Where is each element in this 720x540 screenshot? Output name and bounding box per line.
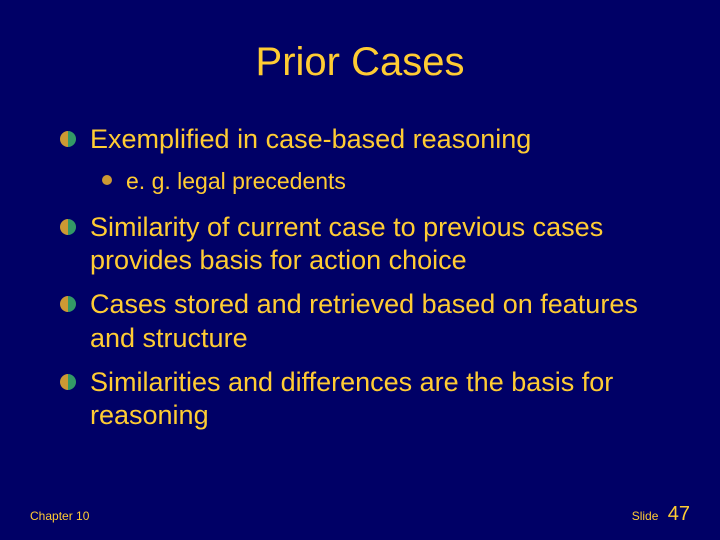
- slide-container: Prior Cases Exemplified in case-based re…: [0, 0, 720, 540]
- bullet-text: Similarity of current case to previous c…: [90, 212, 603, 276]
- dot-icon: [102, 175, 112, 185]
- two-tone-circle-icon: [60, 131, 76, 147]
- slide-footer: Chapter 10 Slide 47: [30, 503, 690, 526]
- two-tone-circle-icon: [60, 374, 76, 390]
- bullet-item: Similarity of current case to previous c…: [60, 211, 660, 279]
- bullet-text: e. g. legal precedents: [126, 168, 346, 194]
- bullet-text: Exemplified in case-based reasoning: [90, 124, 531, 154]
- bullet-text: Cases stored and retrieved based on feat…: [90, 289, 638, 353]
- bullet-item: Similarities and differences are the bas…: [60, 366, 660, 434]
- footer-slide-label: Slide: [632, 509, 659, 523]
- bullet-item-sub: e. g. legal precedents: [102, 167, 660, 197]
- two-tone-circle-icon: [60, 219, 76, 235]
- footer-page-number: 47: [668, 503, 690, 525]
- two-tone-circle-icon: [60, 296, 76, 312]
- bullet-text: Similarities and differences are the bas…: [90, 367, 613, 431]
- bullet-item: Cases stored and retrieved based on feat…: [60, 288, 660, 356]
- bullet-item: Exemplified in case-based reasoning: [60, 123, 660, 157]
- footer-page: Slide 47: [632, 503, 690, 526]
- footer-chapter: Chapter 10: [30, 509, 89, 523]
- bullet-list: Exemplified in case-based reasoning e. g…: [60, 123, 660, 433]
- slide-title: Prior Cases: [60, 40, 660, 85]
